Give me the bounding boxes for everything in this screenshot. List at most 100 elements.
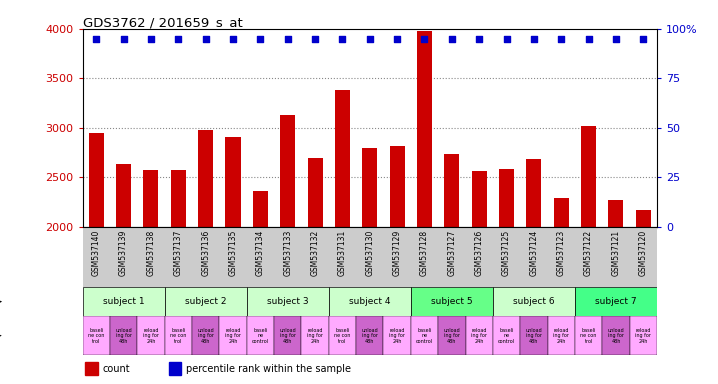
Bar <box>198 130 213 227</box>
Bar <box>499 169 514 227</box>
Point <box>391 36 403 42</box>
Text: individual ▶: individual ▶ <box>0 297 2 306</box>
Point <box>500 36 512 42</box>
Point <box>473 36 485 42</box>
Bar <box>137 316 164 355</box>
Point <box>583 36 595 42</box>
Text: GSM537139: GSM537139 <box>119 230 128 276</box>
Text: GSM537138: GSM537138 <box>146 230 156 276</box>
Bar <box>116 164 131 227</box>
Bar <box>554 198 569 227</box>
Point <box>337 36 348 42</box>
Bar <box>280 115 295 227</box>
Bar <box>356 316 383 355</box>
Text: baseli
ne con
trol: baseli ne con trol <box>88 328 104 344</box>
Point <box>200 36 211 42</box>
Bar <box>444 154 460 227</box>
Bar <box>110 316 137 355</box>
Bar <box>521 316 548 355</box>
Bar <box>363 147 377 227</box>
Text: reload
ing for
24h: reload ing for 24h <box>307 328 323 344</box>
Text: GSM537140: GSM537140 <box>92 230 101 276</box>
Text: baseli
ne con
trol: baseli ne con trol <box>580 328 597 344</box>
Text: reload
ing for
24h: reload ing for 24h <box>389 328 405 344</box>
Text: GSM537134: GSM537134 <box>256 230 265 276</box>
Text: GSM537123: GSM537123 <box>556 230 566 276</box>
Bar <box>411 287 493 316</box>
Bar <box>493 287 575 316</box>
Text: percentile rank within the sample: percentile rank within the sample <box>186 364 351 374</box>
Bar <box>253 191 268 227</box>
Bar <box>548 316 575 355</box>
Point <box>145 36 157 42</box>
Text: subject 4: subject 4 <box>349 297 391 306</box>
Text: GSM537127: GSM537127 <box>447 230 457 276</box>
Text: GSM537130: GSM537130 <box>365 230 374 276</box>
Bar <box>493 316 521 355</box>
Bar <box>192 316 219 355</box>
Text: subject 5: subject 5 <box>431 297 472 306</box>
Text: reload
ing for
24h: reload ing for 24h <box>635 328 651 344</box>
Text: unload
ing for
48h: unload ing for 48h <box>361 328 378 344</box>
Bar <box>83 287 164 316</box>
Text: subject 2: subject 2 <box>185 297 226 306</box>
Text: baseli
ne
control: baseli ne control <box>416 328 433 344</box>
Point <box>528 36 540 42</box>
Bar <box>307 158 322 227</box>
Text: reload
ing for
24h: reload ing for 24h <box>225 328 241 344</box>
Bar <box>83 316 110 355</box>
Text: subject 7: subject 7 <box>595 297 637 306</box>
Text: unload
ing for
48h: unload ing for 48h <box>607 328 625 344</box>
Bar <box>465 316 493 355</box>
Text: baseli
ne
control: baseli ne control <box>498 328 515 344</box>
Bar <box>164 316 192 355</box>
Bar <box>575 316 602 355</box>
Bar <box>472 171 487 227</box>
Text: GSM537137: GSM537137 <box>174 230 183 276</box>
Point <box>255 36 266 42</box>
Bar <box>602 316 630 355</box>
Text: baseli
ne con
trol: baseli ne con trol <box>170 328 187 344</box>
Bar <box>635 210 651 227</box>
Bar <box>219 316 247 355</box>
Text: reload
ing for
24h: reload ing for 24h <box>554 328 569 344</box>
Bar <box>89 132 104 227</box>
Text: reload
ing for
24h: reload ing for 24h <box>471 328 488 344</box>
Point <box>610 36 622 42</box>
Bar <box>247 287 329 316</box>
Point <box>118 36 129 42</box>
Bar <box>608 200 623 227</box>
Text: reload
ing for
24h: reload ing for 24h <box>143 328 159 344</box>
Text: unload
ing for
48h: unload ing for 48h <box>526 328 542 344</box>
Bar <box>575 287 657 316</box>
Bar <box>144 170 159 227</box>
Bar <box>274 316 302 355</box>
Bar <box>581 126 596 227</box>
Bar <box>164 287 247 316</box>
Bar <box>417 31 432 227</box>
Point <box>228 36 239 42</box>
Point <box>556 36 567 42</box>
Text: subject 3: subject 3 <box>267 297 309 306</box>
Point <box>282 36 294 42</box>
Bar <box>169 362 182 376</box>
Bar <box>329 316 356 355</box>
Point <box>419 36 430 42</box>
Bar <box>171 170 186 227</box>
Text: baseli
ne
control: baseli ne control <box>252 328 269 344</box>
Text: GSM537120: GSM537120 <box>639 230 648 276</box>
Bar <box>335 90 350 227</box>
Bar <box>390 146 405 227</box>
Text: GSM537121: GSM537121 <box>612 230 620 276</box>
Bar <box>85 362 98 376</box>
Bar <box>329 287 411 316</box>
Bar <box>411 316 438 355</box>
Text: GSM537124: GSM537124 <box>529 230 538 276</box>
Point <box>446 36 457 42</box>
Text: GSM537131: GSM537131 <box>338 230 347 276</box>
Text: GDS3762 / 201659_s_at: GDS3762 / 201659_s_at <box>83 16 242 29</box>
Text: GSM537122: GSM537122 <box>584 230 593 276</box>
Bar <box>630 316 657 355</box>
Text: GSM537126: GSM537126 <box>475 230 484 276</box>
Text: GSM537135: GSM537135 <box>228 230 238 276</box>
